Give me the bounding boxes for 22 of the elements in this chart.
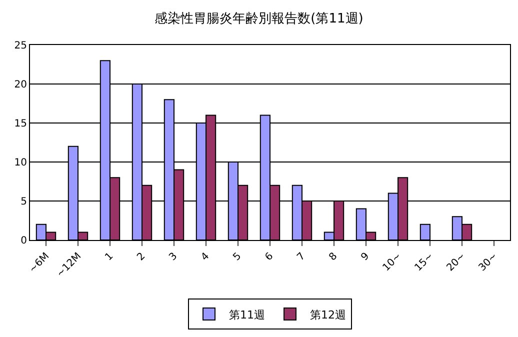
chart-title: 感染性胃腸炎年齢別報告数(第11週) (154, 12, 364, 27)
x-tick-label: 20~ (444, 250, 468, 274)
x-tick-label: 3 (167, 250, 180, 264)
x-tick-label: 15~ (412, 250, 436, 274)
x-tick-label: 2 (135, 250, 148, 264)
y-tick-label: 15 (14, 118, 27, 130)
x-tick-label: 6 (263, 250, 276, 264)
y-tick-label: 25 (14, 40, 27, 52)
x-tick-label: 30~ (476, 250, 500, 274)
legend-label: 第12週 (310, 308, 346, 322)
x-tick-label: 7 (295, 250, 308, 264)
y-tick-label: 0 (20, 236, 27, 246)
x-tick-label: 1 (103, 250, 116, 264)
x-tick-label: 10~ (380, 250, 404, 274)
x-tick-label: 4 (199, 250, 212, 264)
x-tick-label: 5 (231, 250, 244, 264)
legend-label: 第11週 (229, 308, 265, 322)
y-tick-label: 5 (20, 196, 27, 208)
y-tick-label: 10 (14, 158, 27, 168)
x-tick-label: 8 (327, 250, 340, 264)
x-tick-label: 9 (359, 250, 372, 264)
y-tick-label: 20 (14, 80, 27, 90)
